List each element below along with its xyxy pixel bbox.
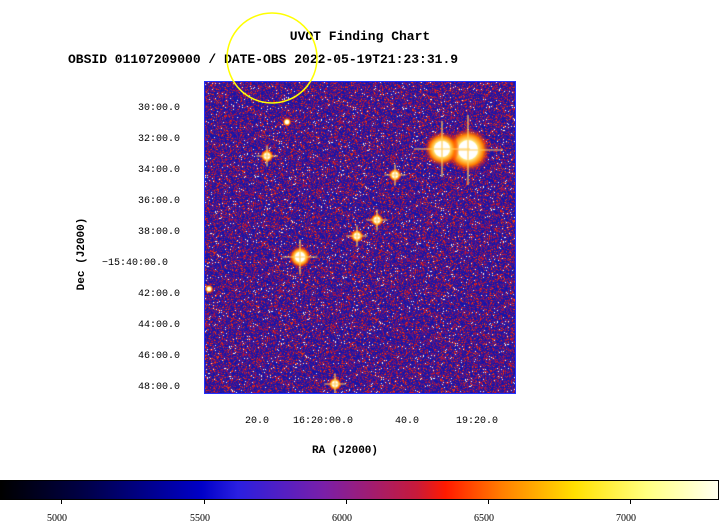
colorbar [0,480,719,500]
colorbar-tick: 6500 [474,513,494,524]
x-tick: 20.0 [244,416,269,427]
colorbar-tick: 5000 [47,513,67,524]
y-tick: 30:00.0 [137,103,180,114]
sky-image-canvas [205,82,515,393]
colorbar-tick-mark [346,500,347,504]
chart-subtitle: OBSID 01107209000 / DATE-OBS 2022-05-19T… [68,52,459,67]
y-tick: 38:00.0 [137,227,180,238]
sky-image[interactable] [204,81,516,394]
chart-title: UVOT Finding Chart [289,29,431,44]
y-tick: 36:00.0 [137,196,180,207]
y-tick: 32:00.0 [137,134,180,145]
colorbar-tick-mark [488,500,489,504]
colorbar-tick-mark [61,500,62,504]
y-tick: 46:00.0 [137,351,180,362]
y-tick: 42:00.0 [137,289,180,300]
x-axis-label: RA (J2000) [311,445,378,457]
x-tick: 19:20.0 [455,416,498,427]
colorbar-tick: 5500 [190,513,210,524]
colorbar-tick-mark [204,500,205,504]
y-tick: 44:00.0 [137,320,180,331]
x-tick: 16:20:00.0 [292,416,353,427]
y-tick: 34:00.0 [137,165,180,176]
y-tick: −15:40:00.0 [101,258,168,269]
x-tick: 40.0 [394,416,419,427]
y-axis-label: Dec (J2000) [76,217,88,291]
colorbar-tick: 7000 [616,513,636,524]
colorbar-tick: 6000 [332,513,352,524]
colorbar-tick-mark [630,500,631,504]
y-tick: 48:00.0 [137,382,180,393]
